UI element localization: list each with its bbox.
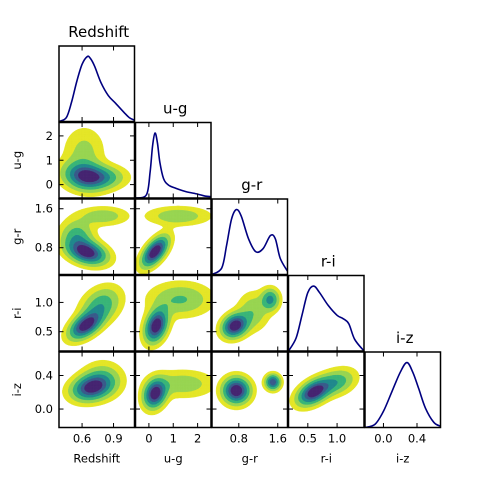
y-tick-label: 2 xyxy=(46,129,53,143)
joint-density-ug-ri xyxy=(139,280,211,351)
x-tick-label: 2 xyxy=(194,432,201,446)
joint-density-gr-iz xyxy=(215,370,284,411)
panel-frame xyxy=(211,274,289,352)
contour-level-6 xyxy=(78,170,100,183)
panel-frame xyxy=(287,274,365,352)
joint-density-redshift-ri xyxy=(61,282,126,346)
contour-level-6 xyxy=(149,245,161,258)
x-tick-label: 0.8 xyxy=(230,432,248,446)
x-axis-label-gr: g-r xyxy=(242,452,258,466)
y-axis-label-ug: u-g xyxy=(10,151,24,170)
x-tick-label: 1.6 xyxy=(269,432,287,446)
x-tick-label: 0 xyxy=(145,432,152,446)
joint-density-ri-iz xyxy=(289,365,360,412)
panel-frame xyxy=(211,198,289,276)
y-tick-label: 0.4 xyxy=(35,368,53,382)
y-axis-label-gr: g-r xyxy=(10,228,24,244)
y-tick-label: 1 xyxy=(46,153,53,167)
contour-level-6 xyxy=(79,317,95,331)
x-tick-label: 1 xyxy=(170,432,177,446)
contour-level-6 xyxy=(76,244,95,258)
marginal-density-redshift xyxy=(59,55,135,122)
panel-frame xyxy=(58,351,136,429)
joint-density-ug-gr xyxy=(135,205,211,275)
diagonal-title-redshift: Redshift xyxy=(68,23,129,41)
joint-density-redshift-ug xyxy=(59,128,132,197)
y-axis-label-iz: i-z xyxy=(10,383,24,396)
y-tick-label: 1.6 xyxy=(35,202,53,216)
y-tick-label: 0 xyxy=(46,178,53,192)
x-axis-label-ri: r-i xyxy=(321,452,332,466)
contour-level-6 xyxy=(150,386,161,400)
x-tick-label: 0.9 xyxy=(104,432,122,446)
joint-density-redshift-gr xyxy=(59,206,130,271)
contour-level-6 xyxy=(307,385,324,398)
y-tick-label: 0.0 xyxy=(35,402,53,416)
panel-frame xyxy=(287,351,365,429)
x-axis-label-redshift: Redshift xyxy=(73,452,120,466)
y-tick-label: 1.0 xyxy=(35,295,53,309)
diagonal-title-iz: i-z xyxy=(396,329,414,347)
contour-level-6 xyxy=(230,385,243,397)
joint-density-ug-iz xyxy=(137,369,211,416)
marginal-density-ri xyxy=(288,285,364,351)
x-tick-label: 0.6 xyxy=(73,432,91,446)
x-tick-label: 0.4 xyxy=(408,432,426,446)
panel-frame xyxy=(58,45,136,123)
diagonal-title-ug: u-g xyxy=(163,100,187,118)
x-tick-label: 1.0 xyxy=(328,432,346,446)
marginal-density-iz xyxy=(365,361,441,428)
contour-level-6 xyxy=(84,380,103,393)
x-tick-label: 0.0 xyxy=(374,432,392,446)
diagonal-title-ri: r-i xyxy=(321,253,336,271)
diagonal-title-gr: g-r xyxy=(241,176,263,194)
x-axis-label-ug: u-g xyxy=(164,452,183,466)
panel-frame xyxy=(58,198,136,276)
contour-level-6 xyxy=(151,318,162,333)
y-axis-label-ri: r-i xyxy=(10,308,24,319)
x-axis-label-iz: i-z xyxy=(396,452,409,466)
marginal-density-gr xyxy=(212,208,288,275)
joint-density-redshift-iz xyxy=(62,359,127,408)
panel-frame xyxy=(58,274,136,352)
x-tick-label: 0.5 xyxy=(299,432,317,446)
contour-level-6 xyxy=(229,320,242,331)
joint-density-gr-ri xyxy=(215,284,283,344)
y-tick-label: 0.8 xyxy=(35,241,53,255)
marginal-density-ug xyxy=(135,132,211,198)
y-tick-label: 0.5 xyxy=(35,325,53,339)
panel-frame xyxy=(211,351,289,429)
panel-frame xyxy=(364,351,442,429)
